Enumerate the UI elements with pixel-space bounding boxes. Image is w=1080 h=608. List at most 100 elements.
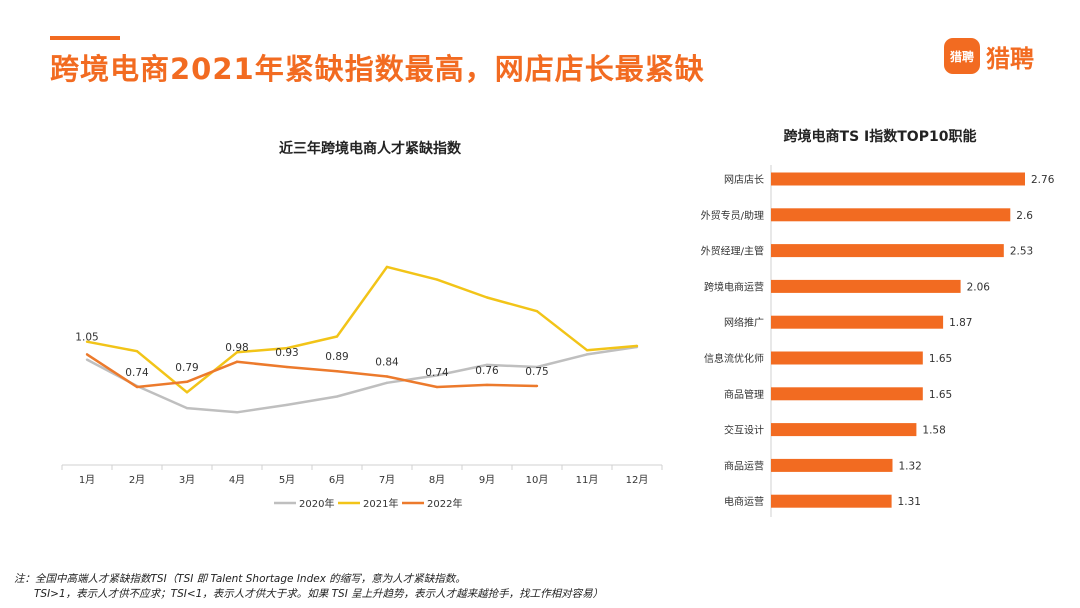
bar-外贸经理/主管 — [771, 244, 1004, 258]
bar-value-label: 1.65 — [929, 353, 952, 365]
x-tick-label: 11月 — [576, 474, 599, 486]
data-label: 0.76 — [475, 365, 499, 377]
line-chart-title: 近三年跨境电商人才紧缺指数 — [279, 141, 461, 157]
logo-badge-icon: 猎聘 — [944, 38, 980, 74]
x-tick-label: 12月 — [626, 474, 649, 486]
data-label: 0.93 — [275, 347, 298, 359]
x-tick-label: 10月 — [526, 474, 549, 486]
bar-category-label: 商品管理 — [724, 388, 764, 401]
data-point-2022年 — [335, 370, 339, 373]
bar-value-label: 1.31 — [898, 496, 921, 508]
bar-value-label: 1.32 — [898, 460, 921, 472]
bar-跨境电商运营 — [771, 279, 961, 293]
data-label: 0.74 — [125, 367, 149, 379]
data-label: 0.79 — [175, 362, 198, 374]
x-tick-label: 9月 — [479, 474, 495, 486]
bar-商品运营 — [771, 458, 893, 472]
data-point-2021年 — [485, 296, 489, 299]
data-point-2021年 — [535, 309, 539, 313]
data-point-2022年 — [185, 380, 189, 383]
data-point-2021年 — [385, 265, 389, 269]
bar-value-label: 1.58 — [922, 425, 945, 437]
bar-外贸专员/助理 — [771, 208, 1011, 222]
bar-category-label: 外贸经理/主管 — [701, 245, 764, 258]
x-tick-label: 2月 — [129, 474, 145, 486]
data-point-2020年 — [335, 395, 339, 398]
x-tick-label: 8月 — [429, 474, 445, 486]
series-line-2020年 — [86, 345, 638, 414]
data-label: 0.84 — [375, 357, 399, 369]
bar-value-label: 2.06 — [967, 281, 991, 293]
data-point-2021年 — [585, 348, 589, 352]
data-label: 0.74 — [425, 367, 449, 379]
bar-电商运营 — [771, 494, 892, 508]
data-label: 0.98 — [225, 342, 248, 354]
legend-label: 2021年 — [363, 497, 398, 510]
bar-category-label: 交互设计 — [724, 424, 764, 437]
bar-category-label: 信息流优化师 — [704, 352, 764, 365]
bar-交互设计 — [771, 423, 917, 437]
data-label: 0.89 — [325, 351, 348, 363]
footnote-line-2: TSI>1，表示人才供不应求；TSI<1，表示人才供大于求。如果 TSI 呈上升… — [34, 588, 604, 600]
liepin-logo: 猎聘 猎聘 — [944, 38, 1034, 74]
data-point-2020年 — [285, 403, 289, 407]
x-tick-label: 5月 — [279, 474, 295, 486]
data-point-2021年 — [185, 391, 189, 394]
data-point-2022年 — [485, 383, 489, 387]
data-point-2021年 — [85, 340, 89, 343]
data-point-2021年 — [235, 351, 239, 354]
x-tick-label: 4月 — [229, 474, 245, 486]
bar-商品管理 — [771, 387, 923, 401]
data-point-2022年 — [235, 360, 239, 363]
x-tick-label: 7月 — [379, 474, 395, 486]
data-point-2022年 — [385, 375, 389, 378]
page-title: 跨境电商2021年紧缺指数最高，网店店长最紧缺 — [50, 52, 705, 86]
x-tick-label: 3月 — [179, 474, 195, 486]
data-point-2022年 — [285, 365, 289, 369]
bar-category-label: 电商运营 — [724, 495, 764, 508]
bar-value-label: 1.65 — [929, 389, 952, 401]
data-point-2020年 — [485, 363, 489, 367]
data-point-2020年 — [435, 374, 439, 377]
series-line-2022年 — [86, 353, 538, 389]
bar-信息流优化师 — [771, 351, 923, 365]
data-point-2022年 — [435, 385, 439, 389]
bar-category-label: 外贸专员/助理 — [701, 209, 764, 222]
data-point-2021年 — [335, 335, 339, 338]
data-point-2020年 — [385, 381, 389, 385]
data-point-2020年 — [235, 411, 239, 414]
bar-value-label: 1.87 — [949, 317, 972, 329]
legend-label: 2020年 — [299, 497, 334, 510]
data-point-2021年 — [435, 278, 439, 281]
series-line-2021年 — [86, 265, 638, 394]
logo-text: 猎聘 — [986, 44, 1034, 73]
data-point-2020年 — [585, 353, 589, 356]
bar-category-label: 网店店长 — [724, 173, 764, 186]
bar-category-label: 商品运营 — [724, 459, 764, 472]
title-accent-bar — [50, 36, 120, 40]
bar-网店店长 — [771, 172, 1025, 186]
data-point-2022年 — [135, 385, 139, 389]
data-point-2021年 — [635, 344, 639, 348]
data-point-2020年 — [185, 406, 189, 410]
data-label: 1.05 — [75, 331, 98, 343]
data-point-2020年 — [535, 365, 539, 369]
data-label: 0.75 — [525, 366, 548, 378]
bar-value-label: 2.76 — [1031, 174, 1055, 186]
data-point-2022年 — [535, 384, 539, 388]
legend-label: 2022年 — [427, 497, 462, 510]
bar-chart-title: 跨境电商TS I指数TOP10职能 — [783, 129, 977, 145]
bar-category-label: 跨境电商运营 — [704, 280, 764, 293]
x-tick-label: 1月 — [79, 474, 95, 486]
data-point-2021年 — [285, 346, 289, 350]
x-tick-label: 6月 — [329, 474, 345, 486]
data-point-2021年 — [135, 350, 139, 353]
data-point-2022年 — [85, 353, 89, 356]
bar-category-label: 网络推广 — [724, 316, 764, 329]
footnote: 注：全国中高端人才紧缺指数TSI（TSI 即 Talent Shortage I… — [14, 572, 603, 602]
footnote-line-1: 注：全国中高端人才紧缺指数TSI（TSI 即 Talent Shortage I… — [14, 573, 466, 585]
data-point-2020年 — [85, 358, 89, 361]
bar-value-label: 2.6 — [1016, 210, 1033, 222]
bar-value-label: 2.53 — [1010, 246, 1033, 258]
